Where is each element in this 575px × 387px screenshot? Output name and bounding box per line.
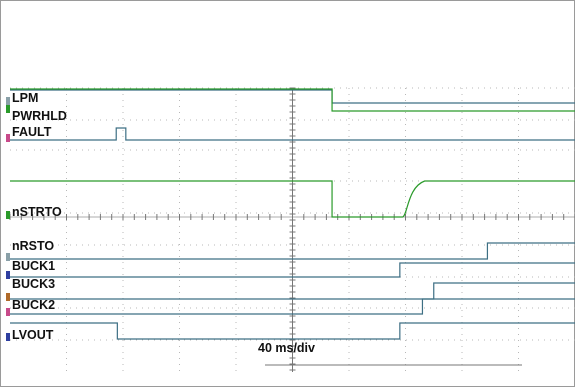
- channel-marker-nstrto: [6, 211, 10, 219]
- trace-nrsto: [10, 242, 575, 260]
- traces: [10, 88, 575, 340]
- channel-label-lpm: LPM: [12, 91, 38, 105]
- channel-marker-buck2: [6, 308, 10, 316]
- channel-labels: LPM PWRHLD FAULT nSTRTO nRSTO BUCK1 BUCK3 BUCK2…: [6, 91, 67, 342]
- channel-label-nstrto: nSTRTO: [12, 205, 62, 219]
- channel-marker-pwrhld: [6, 105, 10, 113]
- channel-label-fault: FAULT: [12, 125, 52, 139]
- channel-marker-buck1: [6, 271, 10, 279]
- trace-pwrhld: [10, 88, 575, 112]
- channel-label-buck1: BUCK1: [12, 259, 55, 273]
- trace-buck3: [10, 282, 575, 300]
- trace-buck2: [10, 298, 575, 315]
- timebase-label: 40 ms/div: [258, 341, 315, 355]
- channel-marker-fault: [6, 134, 10, 142]
- channel-label-lvout: LVOUT: [12, 328, 54, 342]
- trace-nstrto: [10, 180, 575, 218]
- trace-fault: [10, 127, 575, 141]
- channel-marker-buck3: [6, 293, 10, 301]
- channel-marker-lvout: [6, 333, 10, 341]
- channel-label-buck2: BUCK2: [12, 298, 55, 312]
- channel-label-nrsto: nRSTO: [12, 239, 54, 253]
- channel-marker-lpm: [6, 97, 10, 105]
- channel-label-pwrhld: PWRHLD: [12, 109, 67, 123]
- channel-marker-nrsto: [6, 253, 10, 261]
- trace-lvout: [10, 322, 575, 340]
- channel-label-buck3: BUCK3: [12, 277, 55, 291]
- trace-buck1: [10, 262, 575, 278]
